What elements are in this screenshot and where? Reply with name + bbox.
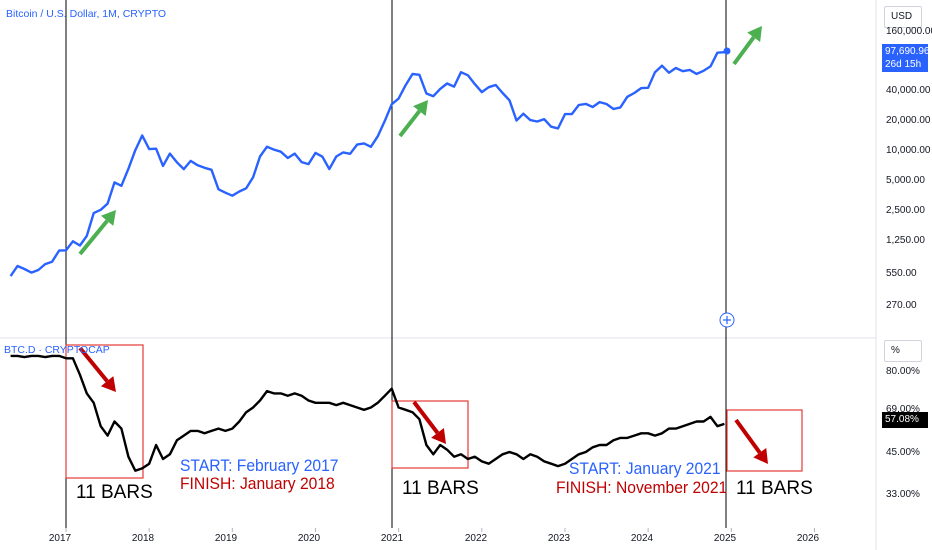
dominance-tick: 80.00% xyxy=(886,366,920,377)
arrow-head xyxy=(100,210,116,226)
chart-title: Bitcoin / U.S. Dollar, 1M, CRYPTO xyxy=(6,8,167,20)
start-label-2021: START: January 2021 xyxy=(569,459,721,478)
price-tick: 5,000.00 xyxy=(886,175,925,186)
dominance-title: BTC.D · CRYPTOCAP xyxy=(4,344,110,356)
x-tick-label: 2023 xyxy=(547,533,571,544)
last-price-dot xyxy=(723,47,731,55)
up-arrow-2021 xyxy=(398,100,428,138)
price-tick: 20,000.00 xyxy=(886,115,931,126)
price-tick: 10,000.00 xyxy=(886,145,931,156)
x-tick-label: 2026 xyxy=(796,533,820,544)
price-tick: 2,500.00 xyxy=(886,205,925,216)
last-price-value: 97,690.96 xyxy=(885,46,930,57)
arrow-shaft xyxy=(412,400,440,435)
arrow-head xyxy=(413,100,428,116)
arrow-head xyxy=(747,26,762,43)
x-tick-label: 2019 xyxy=(214,533,238,544)
x-tick-label: 2021 xyxy=(380,533,404,544)
arrow-shaft xyxy=(78,219,109,256)
x-axis-ticks xyxy=(65,528,815,532)
dominance-tick: 45.00% xyxy=(886,447,920,458)
arrow-shaft xyxy=(732,36,756,66)
bars-label-2025: 11 BARS xyxy=(736,478,813,499)
start-label-2017: START: February 2017 xyxy=(180,456,339,475)
x-tick-label: 2018 xyxy=(131,533,155,544)
x-tick-label: 2025 xyxy=(713,533,737,544)
bar-countdown: 26d 15h xyxy=(885,59,922,70)
last-price-tag: 97,690.96 26d 15h xyxy=(882,44,930,72)
price-tick: 270.00 xyxy=(886,300,917,311)
x-tick-label: 2020 xyxy=(297,533,321,544)
price-tick: 1,250.00 xyxy=(886,235,925,246)
up-arrow-2017 xyxy=(78,210,116,256)
arrow-shaft xyxy=(734,418,762,454)
btc-dominance-line xyxy=(10,354,725,472)
price-unit-button[interactable]: USD xyxy=(884,6,922,28)
dominance-tick: 33.00% xyxy=(886,489,920,500)
arrow-shaft xyxy=(398,109,421,138)
arrow-head xyxy=(753,447,768,464)
down-arrow-2025 xyxy=(734,418,768,464)
finish-label-2017: FINISH: January 2018 xyxy=(180,474,335,493)
add-indicator-button[interactable] xyxy=(719,312,735,328)
cycle-box-2017 xyxy=(65,344,144,479)
cycle-box-2025 xyxy=(726,409,803,472)
finish-label-2021: FINISH: November 2021 xyxy=(556,478,728,497)
x-tick-label: 2024 xyxy=(630,533,654,544)
dominance-unit-button[interactable]: % xyxy=(884,340,922,362)
cycle-box-2021 xyxy=(391,400,469,469)
price-tick: 550.00 xyxy=(886,268,917,279)
down-arrow-2021 xyxy=(412,400,446,444)
bars-label-2017: 11 BARS xyxy=(76,482,153,503)
arrow-head xyxy=(100,376,116,392)
last-dominance-tag: 57.08% xyxy=(882,412,928,428)
price-tick: 160,000.00 xyxy=(886,26,932,37)
x-tick-label: 2017 xyxy=(48,533,72,544)
price-tick: 40,000.00 xyxy=(886,85,931,96)
arrow-shaft xyxy=(78,346,109,383)
up-arrow-2025 xyxy=(732,26,762,66)
btc-price-line xyxy=(9,51,725,277)
down-arrow-2017 xyxy=(78,346,116,392)
bars-label-2021: 11 BARS xyxy=(402,478,479,499)
arrow-head xyxy=(431,428,446,444)
x-tick-label: 2022 xyxy=(464,533,488,544)
dominance-tick: 69.00% xyxy=(886,404,920,415)
